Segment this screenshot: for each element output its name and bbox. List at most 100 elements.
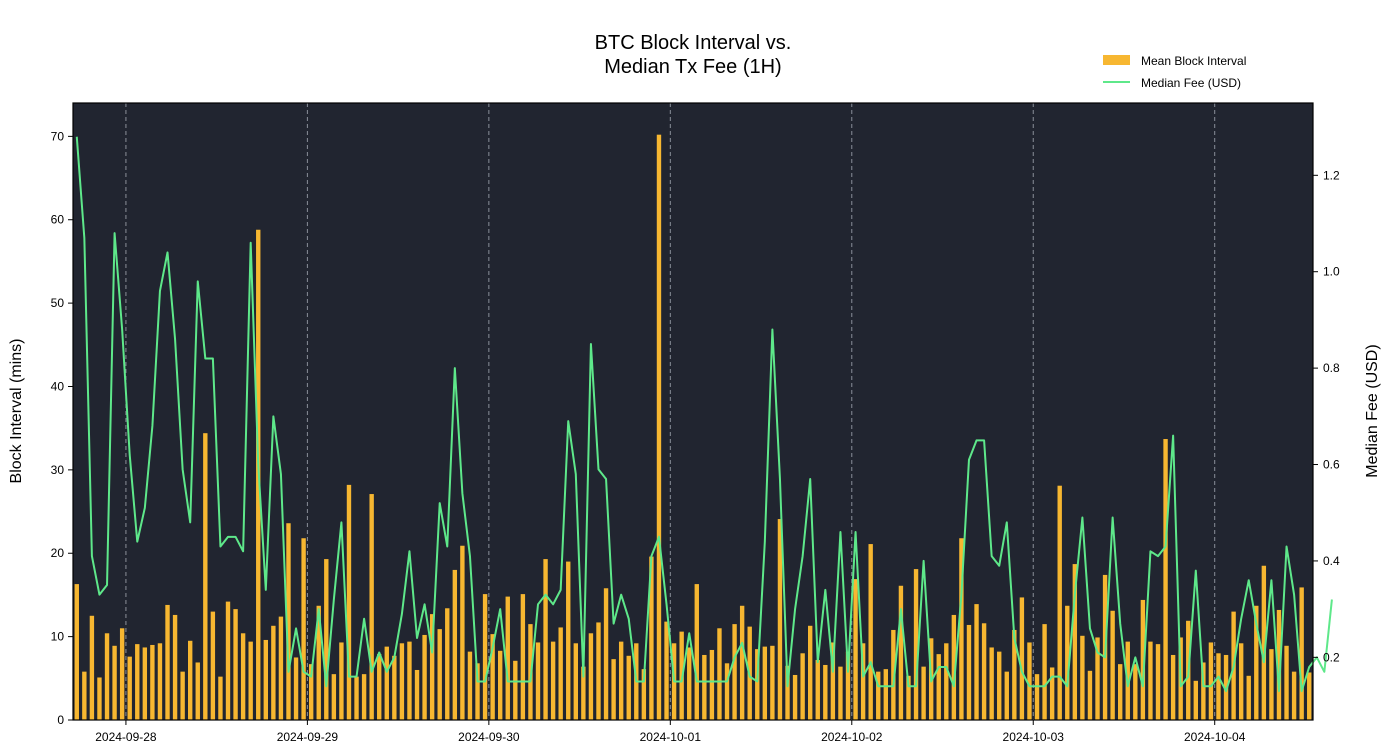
bar xyxy=(1284,645,1289,720)
bar xyxy=(1012,629,1017,720)
bar xyxy=(581,666,586,720)
bar xyxy=(1095,637,1100,720)
bar xyxy=(399,643,405,720)
bar xyxy=(898,585,904,720)
bar xyxy=(566,561,571,720)
bar xyxy=(649,556,654,720)
bar xyxy=(414,669,420,720)
bar xyxy=(112,645,117,720)
bar xyxy=(845,651,851,720)
bar xyxy=(467,651,473,720)
bar xyxy=(308,664,314,720)
bar xyxy=(422,634,427,720)
bar xyxy=(1276,609,1282,720)
bar xyxy=(755,649,760,720)
bar xyxy=(588,633,594,720)
bar xyxy=(339,642,344,720)
right-y-tick-label: 0.8 xyxy=(1323,361,1340,375)
bar xyxy=(429,614,435,720)
bar xyxy=(687,647,692,720)
bar xyxy=(921,666,926,720)
bar xyxy=(959,538,964,720)
bar xyxy=(618,641,624,720)
bar xyxy=(1065,605,1070,720)
bar xyxy=(233,609,238,720)
bar xyxy=(1042,624,1047,720)
bar xyxy=(316,605,321,720)
bar xyxy=(792,674,798,720)
bar xyxy=(762,646,768,720)
bar xyxy=(785,665,790,720)
bar xyxy=(664,621,669,720)
bar xyxy=(1019,597,1025,720)
bar xyxy=(346,484,352,720)
bar xyxy=(1140,599,1146,720)
bar-series-mean-block-interval xyxy=(74,134,1312,720)
right-y-tick-label: 0.6 xyxy=(1323,458,1340,472)
bar xyxy=(195,662,200,720)
bar xyxy=(377,654,382,720)
bar xyxy=(717,628,722,720)
bar xyxy=(550,641,556,720)
x-tick-label: 2024-09-30 xyxy=(458,730,520,744)
legend-label-mean-block-interval: Mean Block Interval xyxy=(1141,54,1246,68)
bar xyxy=(1246,675,1251,720)
bar xyxy=(490,634,495,720)
x-tick-label: 2024-10-03 xyxy=(1003,730,1065,744)
bar xyxy=(1299,587,1304,720)
right-y-tick-label: 1.2 xyxy=(1323,168,1340,182)
bar xyxy=(906,675,911,720)
left-y-axis: 0 10 20 30 40 50 60 70 xyxy=(51,129,73,727)
bar xyxy=(1238,643,1244,720)
bar xyxy=(225,601,231,720)
bar xyxy=(573,643,578,720)
bar xyxy=(1269,649,1274,720)
bar xyxy=(891,629,896,720)
bar xyxy=(505,596,510,720)
bar xyxy=(944,643,949,720)
bar xyxy=(770,645,775,720)
right-y-axis-label: Median Fee (USD) xyxy=(1364,344,1381,477)
bar xyxy=(165,604,170,720)
bar xyxy=(997,651,1002,720)
bar xyxy=(936,654,941,720)
bar xyxy=(392,655,397,720)
bar xyxy=(1223,654,1229,720)
bar xyxy=(853,579,858,720)
left-y-tick-label: 60 xyxy=(51,213,65,227)
bar xyxy=(142,647,148,720)
x-tick-label: 2024-09-29 xyxy=(277,730,339,744)
bar xyxy=(739,605,745,720)
bar xyxy=(543,559,548,720)
bar xyxy=(1118,664,1123,720)
bar xyxy=(1027,642,1032,720)
bar xyxy=(868,544,873,720)
bar xyxy=(331,674,337,720)
bar xyxy=(830,642,836,720)
chart-title-line-2: Median Tx Fee (1H) xyxy=(604,56,781,78)
bar xyxy=(369,494,374,720)
x-tick-label: 2024-10-02 xyxy=(821,730,883,744)
right-y-tick-label: 0.2 xyxy=(1323,650,1340,664)
bar xyxy=(203,433,208,720)
left-y-tick-label: 70 xyxy=(51,129,65,143)
bar xyxy=(808,625,813,720)
bar xyxy=(535,642,541,720)
bar xyxy=(1148,641,1153,720)
bar xyxy=(1261,565,1267,720)
bar xyxy=(498,650,503,720)
bar xyxy=(966,624,972,720)
bar xyxy=(82,671,87,720)
left-y-tick-label: 50 xyxy=(51,296,65,310)
bar xyxy=(437,629,442,720)
bar xyxy=(883,669,888,720)
bar xyxy=(188,640,193,720)
bar xyxy=(1216,653,1221,720)
bar xyxy=(218,676,223,720)
bar xyxy=(135,644,140,720)
left-y-tick-label: 30 xyxy=(51,463,65,477)
bar xyxy=(240,633,246,720)
bar xyxy=(1057,485,1062,720)
bar xyxy=(445,608,450,720)
